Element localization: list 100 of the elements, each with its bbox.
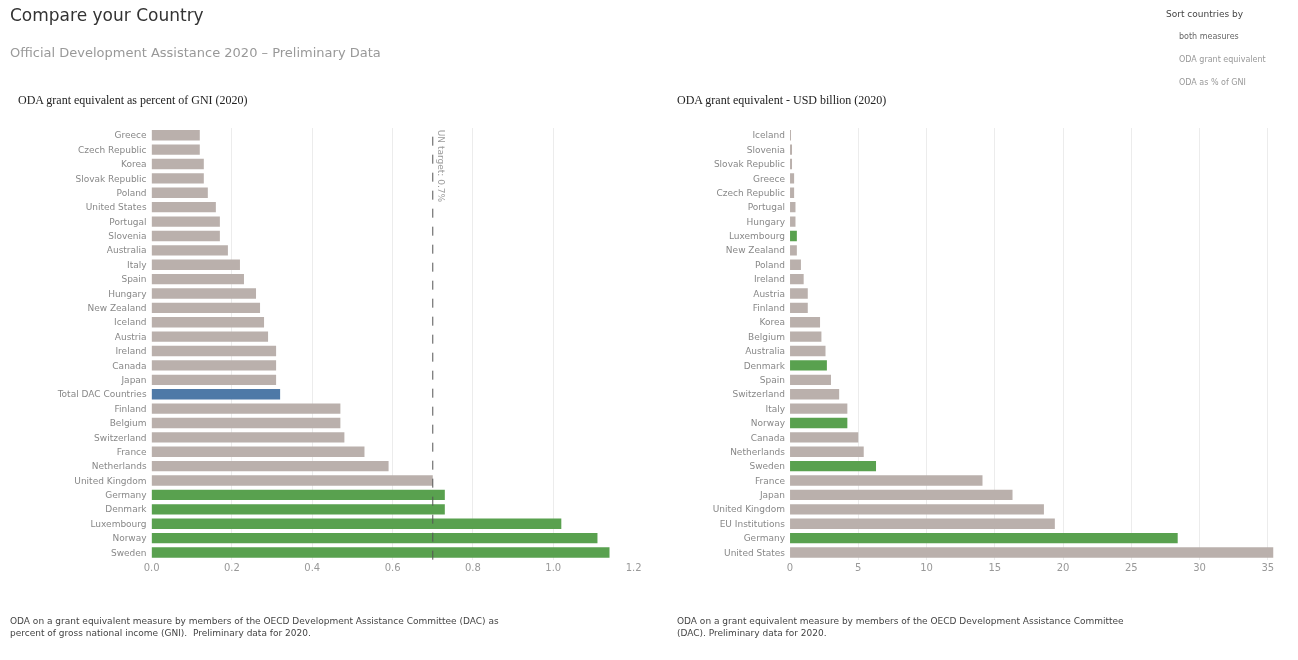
bar	[151, 317, 265, 328]
y-tick-label: Finland	[114, 403, 147, 414]
text: ODA grant equivalent	[1179, 55, 1266, 64]
y-tick-label: Slovenia	[108, 231, 147, 242]
text: ODA on a grant equivalent measure by members of the OECD Development Assistance Committee (DAC). Preliminary data for 2020.	[677, 616, 1125, 638]
x-tick-label: 0.8	[464, 561, 481, 573]
y-tick-label: Norway	[750, 418, 786, 429]
x-tick-label: 0.2	[223, 561, 240, 573]
y-tick-label: Finland	[752, 303, 786, 314]
bar	[151, 158, 204, 170]
y-tick-label: Poland	[754, 259, 786, 270]
x-tick-label: 0.6	[384, 561, 401, 573]
y-tick-label: United States	[724, 547, 786, 558]
bar	[790, 273, 804, 285]
bar	[151, 532, 598, 544]
y-tick-label: Netherlands	[730, 446, 786, 457]
bar	[151, 302, 261, 314]
bar	[151, 547, 610, 558]
y-tick-label: France	[755, 475, 786, 486]
bar	[790, 374, 831, 386]
y-tick-label: Canada	[112, 360, 147, 371]
y-tick-label: France	[116, 446, 148, 457]
text: Sort countries by	[1166, 9, 1244, 19]
bar	[790, 446, 864, 457]
y-tick-label: Hungary	[108, 288, 148, 299]
y-tick-label: Greece	[114, 130, 148, 141]
bar	[790, 547, 1274, 558]
bar	[151, 489, 445, 501]
y-tick-label: Canada	[750, 432, 786, 443]
y-tick-label: United Kingdom	[712, 504, 786, 515]
y-tick-label: Ireland	[115, 346, 147, 357]
bar	[790, 317, 821, 328]
y-tick-label: Sweden	[111, 547, 147, 558]
y-tick-label: Slovak Republic	[713, 159, 786, 170]
y-tick-label: Austria	[753, 288, 786, 299]
y-tick-label: Netherlands	[91, 461, 147, 472]
y-tick-label: Iceland	[752, 130, 786, 141]
bar	[151, 331, 269, 342]
y-tick-label: New Zealand	[725, 245, 786, 256]
chart-title: ODA grant equivalent - USD billion (2020)	[677, 93, 887, 107]
y-tick-label: Japan	[120, 374, 147, 385]
y-tick-label: Poland	[116, 187, 147, 198]
y-tick-label: Germany	[743, 533, 786, 544]
y-tick-label: Slovak Republic	[75, 173, 147, 184]
bar	[151, 475, 433, 486]
text: Official Development Assistance 2020 – Preliminary Data	[10, 45, 381, 60]
y-tick-label: Portugal	[109, 216, 147, 227]
y-tick-label: Korea	[121, 159, 147, 170]
bar	[151, 432, 345, 443]
y-tick-label: Germany	[105, 490, 148, 501]
bar	[790, 360, 827, 371]
ref-line-label: UN target: 0.7%	[436, 129, 447, 203]
bar	[790, 245, 797, 256]
y-tick-label: Denmark	[743, 360, 786, 371]
y-tick-label: Slovenia	[746, 144, 786, 155]
y-tick-label: Czech Republic	[716, 187, 786, 198]
bar	[790, 432, 859, 443]
bar	[151, 173, 204, 184]
y-tick-label: Spain	[121, 274, 147, 285]
bar	[151, 504, 445, 515]
y-tick-label: Greece	[752, 173, 786, 184]
bar	[790, 475, 983, 486]
x-tick-label: 0.0	[143, 561, 160, 573]
text: ODA on a grant equivalent measure by members of the OECD Development Assistance Committee (DAC) as percent of gross national income (GNI). Preliminary data for 2020.	[10, 616, 499, 638]
y-tick-label: Japan	[758, 490, 786, 501]
y-tick-label: Luxembourg	[90, 518, 147, 529]
bar	[790, 417, 848, 429]
bar	[151, 273, 244, 285]
y-tick-label: Total DAC Countries	[56, 389, 147, 400]
bar	[151, 245, 228, 256]
bar	[151, 259, 240, 270]
text: ODA as % of GNI	[1179, 78, 1246, 87]
bar	[790, 288, 808, 299]
text: both measures	[1179, 32, 1239, 41]
y-tick-label: United Kingdom	[74, 475, 147, 486]
text: Compare your Country	[10, 5, 204, 25]
bar	[151, 130, 200, 141]
x-tick-label: 1.0	[545, 561, 562, 573]
bar	[790, 331, 822, 342]
y-tick-label: Portugal	[747, 202, 786, 213]
y-tick-label: Australia	[106, 245, 147, 256]
y-tick-label: Spain	[759, 374, 786, 385]
bar	[151, 389, 281, 400]
y-tick-label: Australia	[745, 346, 786, 357]
bar	[151, 446, 365, 457]
y-tick-label: Ireland	[753, 274, 786, 285]
bar	[151, 417, 341, 429]
x-tick-label: 35	[1261, 561, 1275, 573]
y-tick-label: Denmark	[105, 504, 148, 515]
y-tick-label: EU Institutions	[719, 518, 786, 529]
y-tick-label: Luxembourg	[728, 231, 786, 242]
bar	[790, 532, 1178, 544]
y-tick-label: United States	[85, 202, 147, 213]
bar	[790, 302, 808, 314]
x-tick-label: 10	[920, 561, 933, 573]
y-tick-label: Sweden	[749, 461, 786, 472]
x-tick-label: 30	[1193, 561, 1206, 573]
bar	[790, 504, 1044, 515]
bar	[151, 460, 389, 472]
x-tick-label: 0	[786, 561, 794, 573]
